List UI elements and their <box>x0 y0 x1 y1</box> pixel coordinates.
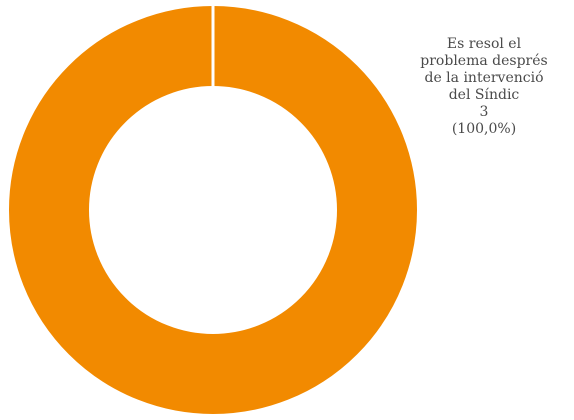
donut-slice-0 <box>9 6 417 414</box>
slice-label-line-4: del Síndic <box>448 87 520 103</box>
slice-percent-label: (100,0%) <box>451 121 517 137</box>
slice-label: Es resol el problema després de la inter… <box>384 36 574 138</box>
slice-label-line-2: problema després <box>420 53 548 69</box>
slice-value-label: 3 <box>479 104 489 120</box>
slice-label-line-1: Es resol el <box>446 36 522 52</box>
slice-label-line-3: de la intervenció <box>424 70 544 86</box>
